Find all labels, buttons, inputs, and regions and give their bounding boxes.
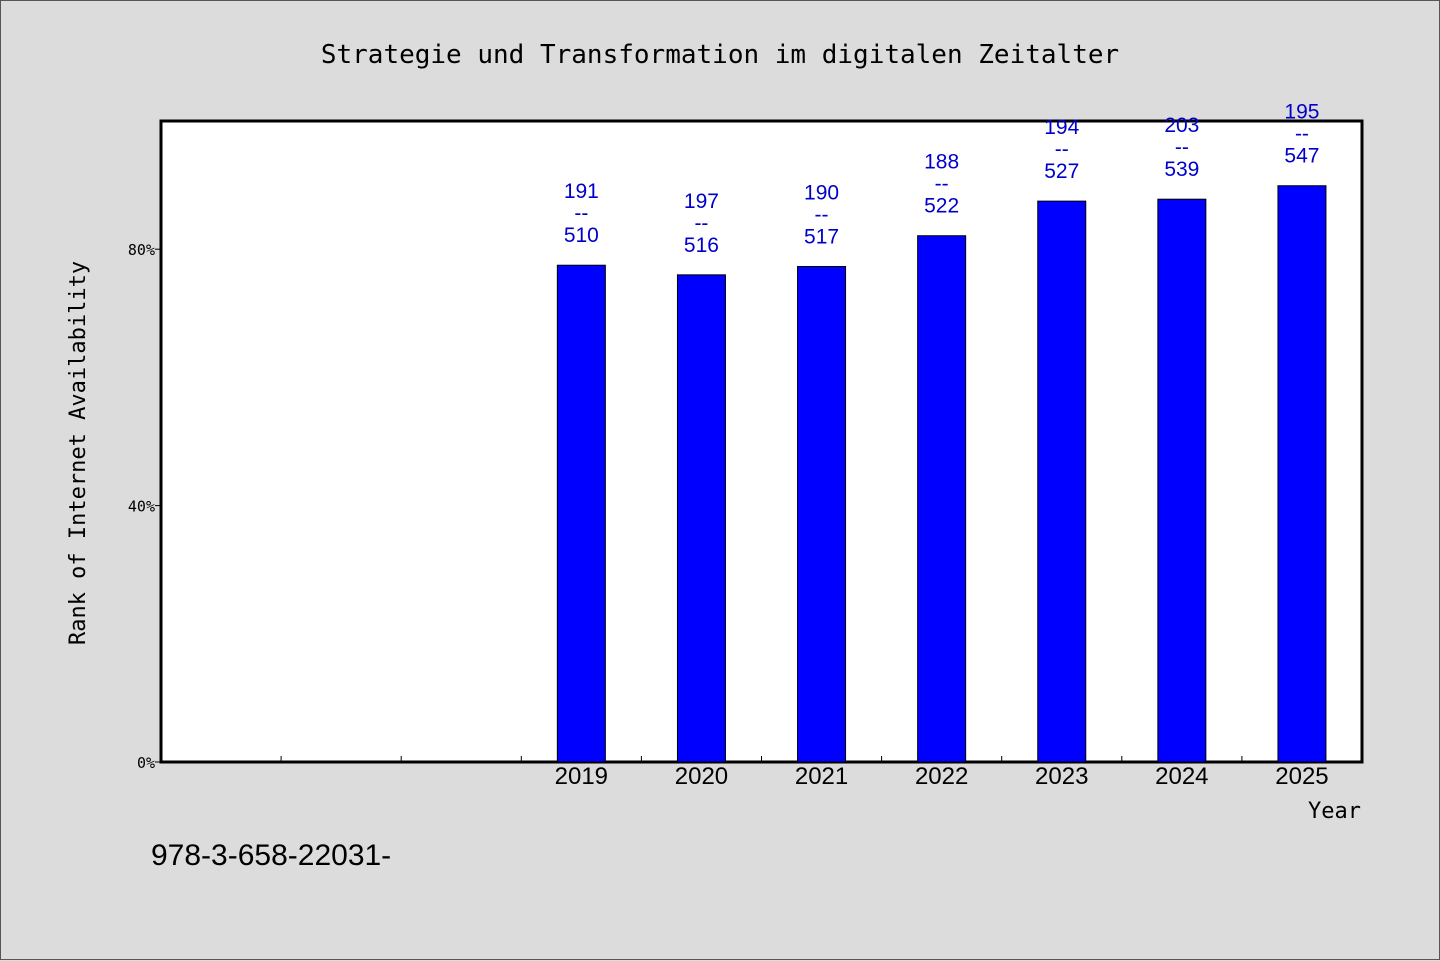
data-label-2021: -- (815, 204, 829, 227)
y-tick-label: 0% (137, 754, 155, 772)
x-tick-label: 2022 (915, 763, 968, 790)
y-axis: 0% 40% 80% (128, 241, 161, 772)
bar-2022 (917, 235, 967, 763)
data-labels: 191--510197--516190--517188--522194--527… (564, 101, 1320, 257)
bar-2024 (1157, 198, 1207, 763)
x-tick-label: 2024 (1155, 763, 1208, 790)
bar-series (556, 185, 1327, 763)
data-label-2020: -- (694, 212, 708, 235)
x-tick-label: 2023 (1035, 763, 1088, 790)
x-tick-label: 2020 (675, 763, 728, 790)
x-tick-label: 2021 (795, 763, 848, 790)
data-label-2023: 194 (1044, 116, 1079, 139)
bar-2023 (1037, 200, 1087, 763)
data-label-2020: 516 (684, 234, 719, 257)
data-label-2024: -- (1175, 136, 1189, 159)
data-label-2020: 197 (684, 190, 719, 213)
data-label-2025: 195 (1284, 101, 1319, 124)
data-label-2019: 510 (564, 224, 599, 247)
data-label-2022: 188 (924, 151, 959, 174)
chart-title: Strategie und Transformation im digitale… (321, 40, 1119, 70)
x-tick-label: 2019 (555, 763, 608, 790)
y-tick-label: 40% (128, 498, 155, 516)
data-label-2022: 522 (924, 195, 959, 218)
data-label-2019: 191 (564, 180, 599, 203)
bar-2025 (1277, 185, 1327, 763)
data-label-2023: -- (1055, 138, 1069, 161)
data-label-2024: 539 (1164, 158, 1199, 181)
data-label-2025: -- (1295, 123, 1309, 146)
data-label-2019: -- (574, 202, 588, 225)
bar-2021 (797, 266, 847, 763)
y-axis-label: Rank of Internet Availability (66, 261, 91, 645)
data-label-2025: 547 (1284, 145, 1319, 168)
x-axis: 2019 2020 2021 2022 2023 2024 2025 (280, 756, 1329, 790)
data-label-2021: 517 (804, 226, 839, 249)
data-label-2022: -- (935, 173, 949, 196)
bar-2020 (676, 274, 726, 763)
bar-2019 (556, 264, 606, 763)
data-label-2021: 190 (804, 182, 839, 205)
footer-text: 978-3-658-22031- (151, 839, 391, 872)
data-label-2023: 527 (1044, 160, 1079, 183)
x-axis-label: Year (1308, 799, 1361, 824)
x-tick-label: 2025 (1275, 763, 1328, 790)
y-tick-label: 80% (128, 241, 155, 259)
data-label-2024: 203 (1164, 114, 1199, 137)
